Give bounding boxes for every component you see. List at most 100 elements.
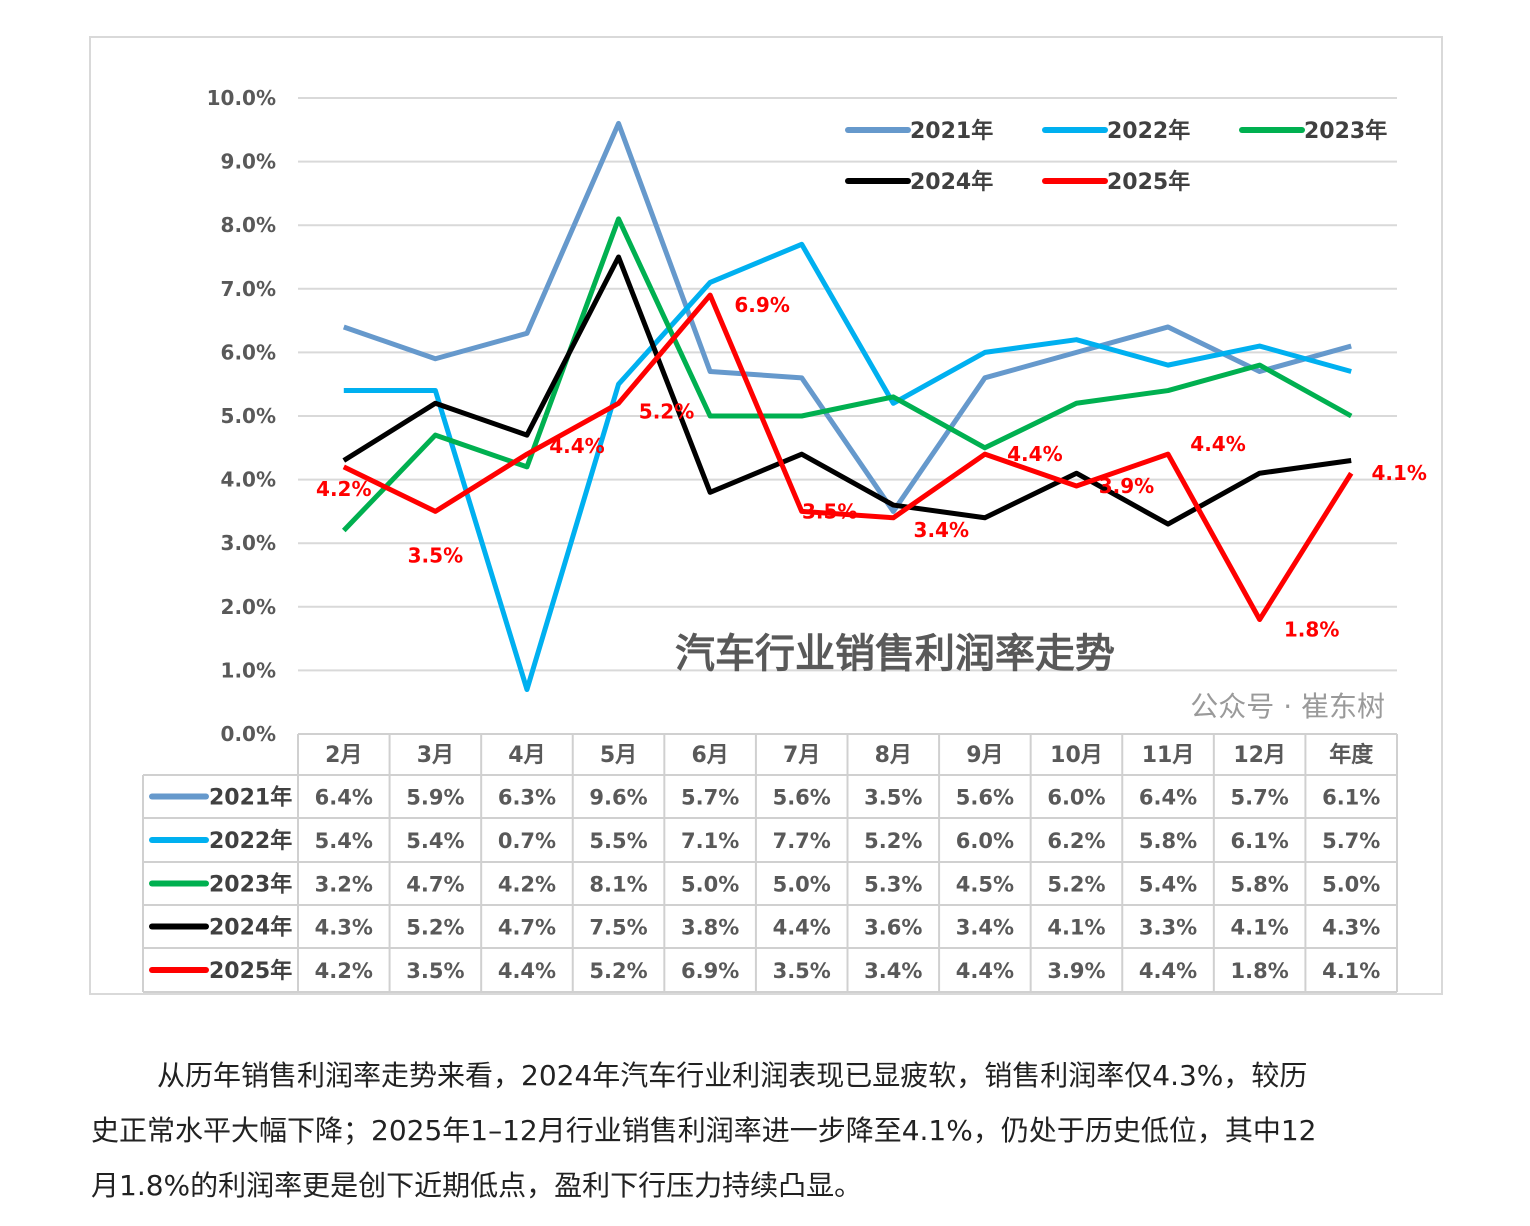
table-cell: 5.7%	[1322, 829, 1380, 853]
article-line: 从历年销售利润率走势来看，2024年汽车行业利润表现已显疲软，销售利润率仅4.3…	[157, 1059, 1308, 1092]
table-cell: 5.4%	[1139, 873, 1197, 897]
legend-label: 2021年	[910, 118, 993, 144]
profit-margin-chart: 0.0% 1.0% 2.0% 3.0% 4.0% 5.0% 6.0% 7.0% 8.0% 9.0%…	[89, 36, 1443, 995]
table-cell: 5.6%	[956, 786, 1014, 810]
table-row-label: 2022年	[209, 828, 292, 854]
y-tick-label: 8.0%	[221, 213, 276, 237]
table-cell: 5.9%	[406, 786, 464, 810]
legend-label: 2024年	[910, 169, 993, 195]
table-cell: 6.0%	[1047, 786, 1105, 810]
article-paragraph: 从历年销售利润率走势来看，2024年汽车行业利润表现已显疲软，销售利润率仅4.3…	[91, 1048, 1451, 1213]
table-column-header: 4月	[508, 743, 545, 768]
table-cell: 5.2%	[864, 829, 922, 853]
table-cell: 4.5%	[956, 873, 1014, 897]
data-label: 4.4%	[549, 434, 604, 458]
article-line: 月1.8%的利润率更是创下近期低点，盈利下行压力持续凸显。	[91, 1169, 863, 1202]
table-cell: 3.9%	[1047, 959, 1105, 983]
table-cell: 3.8%	[681, 916, 739, 940]
y-tick-label: 2.0%	[221, 595, 276, 619]
table-cell: 5.4%	[406, 829, 464, 853]
y-tick-label: 4.0%	[221, 468, 276, 492]
table-cell: 5.2%	[406, 916, 464, 940]
table-cell: 9.6%	[589, 786, 647, 810]
table-cell: 5.2%	[589, 959, 647, 983]
data-label: 1.8%	[1284, 618, 1339, 642]
data-label: 3.4%	[914, 518, 969, 542]
table-cell: 5.6%	[773, 786, 831, 810]
y-tick-label: 5.0%	[221, 404, 276, 428]
y-tick-label: 6.0%	[221, 340, 276, 364]
table-cell: 5.7%	[1231, 786, 1289, 810]
table-column-header: 11月	[1142, 743, 1195, 768]
series-line-2024年	[342, 254, 1352, 527]
table-column-header: 12月	[1233, 743, 1286, 768]
table-cell: 7.5%	[589, 916, 647, 940]
series-line-2025年	[342, 292, 1354, 623]
table-cell: 6.3%	[498, 786, 556, 810]
table-cell: 1.8%	[1231, 959, 1289, 983]
table-column-header: 9月	[966, 743, 1003, 768]
data-label: 3.5%	[802, 499, 857, 523]
table-column-header: 2月	[325, 743, 362, 768]
y-tick-label: 1.0%	[221, 658, 276, 682]
y-tick-label: 3.0%	[221, 531, 276, 555]
table-row-label: 2023年	[209, 872, 292, 898]
table-cell: 6.4%	[315, 786, 373, 810]
table-cell: 6.2%	[1047, 829, 1105, 853]
table-cell: 5.4%	[315, 829, 373, 853]
table-cell: 5.3%	[864, 873, 922, 897]
table-cell: 3.4%	[956, 916, 1014, 940]
table-cell: 5.0%	[681, 873, 739, 897]
table-cell: 4.4%	[1139, 959, 1197, 983]
table-column-header: 3月	[417, 743, 454, 768]
table-cell: 0.7%	[498, 829, 556, 853]
table-cell: 4.1%	[1047, 916, 1105, 940]
data-label: 4.4%	[1007, 442, 1062, 466]
table-cell: 3.2%	[315, 873, 373, 897]
article-line: 史正常水平大幅下降；2025年1–12月行业销售利润率进一步降至4.1%，仍处于…	[91, 1114, 1317, 1147]
table-column-header: 5月	[600, 743, 637, 768]
table-cell: 4.3%	[315, 916, 373, 940]
data-label: 3.5%	[408, 543, 463, 567]
table-cell: 3.6%	[864, 916, 922, 940]
watermark: 公众号 · 崔东树	[1190, 690, 1385, 723]
table-row-label: 2021年	[209, 785, 292, 811]
table-row-label: 2025年	[209, 958, 292, 984]
table-cell: 4.1%	[1231, 916, 1289, 940]
table-cell: 4.7%	[498, 916, 556, 940]
table-cell: 5.0%	[1322, 873, 1380, 897]
table-cell: 7.7%	[773, 829, 831, 853]
table-cell: 5.8%	[1139, 829, 1197, 853]
data-label: 3.9%	[1099, 474, 1154, 498]
y-tick-label: 10.0%	[207, 86, 276, 110]
table-cell: 3.5%	[864, 786, 922, 810]
table-column-header: 6月	[691, 743, 728, 768]
table-cell: 5.7%	[681, 786, 739, 810]
table-row-label: 2024年	[209, 915, 292, 941]
table-cell: 4.2%	[315, 959, 373, 983]
table-cell: 6.0%	[956, 829, 1014, 853]
legend-label: 2023年	[1304, 118, 1387, 144]
legend-label: 2022年	[1107, 118, 1190, 144]
y-tick-label: 9.0%	[221, 150, 276, 174]
table-cell: 4.2%	[498, 873, 556, 897]
table-cell: 6.4%	[1139, 786, 1197, 810]
table-cell: 5.8%	[1231, 873, 1289, 897]
table-cell: 4.1%	[1322, 959, 1380, 983]
chart-title: 汽车行业销售利润率走势	[675, 631, 1115, 677]
data-label: 5.2%	[639, 399, 694, 423]
table-column-header: 10月	[1050, 743, 1103, 768]
table-cell: 6.9%	[681, 959, 739, 983]
table-cell: 5.2%	[1047, 873, 1105, 897]
table-cell: 4.3%	[1322, 916, 1380, 940]
table-cell: 3.4%	[864, 959, 922, 983]
table-cell: 7.1%	[681, 829, 739, 853]
table-column-header: 7月	[783, 743, 820, 768]
table-cell: 8.1%	[589, 873, 647, 897]
table-cell: 3.5%	[773, 959, 831, 983]
table-column-header: 8月	[875, 743, 912, 768]
chart-frame	[89, 36, 1443, 995]
table-cell: 5.5%	[589, 829, 647, 853]
series-line-2021年	[342, 120, 1352, 514]
table-cell: 4.4%	[956, 959, 1014, 983]
